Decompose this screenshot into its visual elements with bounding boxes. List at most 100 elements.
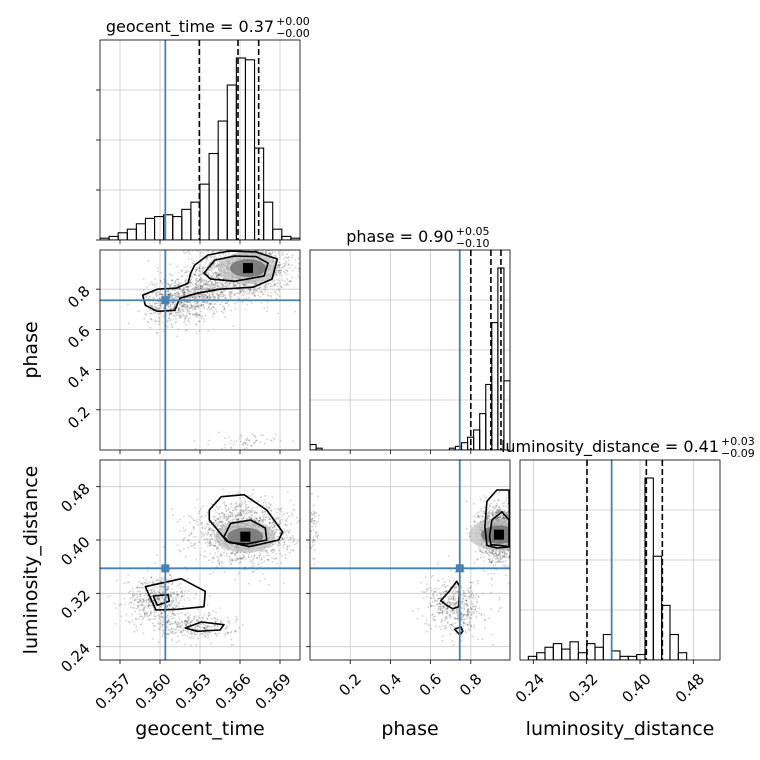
sample-point bbox=[144, 614, 146, 616]
sample-point bbox=[209, 269, 212, 272]
sample-point bbox=[273, 522, 275, 525]
sample-point bbox=[239, 291, 242, 294]
sample-point bbox=[196, 521, 198, 524]
sample-point bbox=[135, 618, 138, 621]
sample-point bbox=[272, 281, 274, 284]
sample-point bbox=[229, 295, 232, 298]
panel-title: phase = 0.90 bbox=[346, 227, 453, 246]
sample-point bbox=[225, 504, 228, 507]
sample-point bbox=[209, 538, 212, 541]
sample-point bbox=[291, 534, 294, 537]
sample-point bbox=[228, 492, 230, 494]
sample-point bbox=[183, 319, 186, 321]
sample-point bbox=[211, 293, 214, 296]
sample-point bbox=[228, 510, 231, 513]
sample-point bbox=[181, 312, 184, 315]
sample-point bbox=[174, 629, 177, 632]
sample-point bbox=[249, 559, 252, 561]
sample-point bbox=[284, 215, 286, 217]
sample-point bbox=[236, 292, 239, 294]
histogram-bar bbox=[117, 232, 128, 240]
sample-point bbox=[207, 611, 210, 614]
sample-point bbox=[150, 595, 153, 598]
sample-point bbox=[154, 278, 157, 281]
sample-point bbox=[250, 517, 252, 520]
sample-point bbox=[176, 335, 179, 338]
sample-point bbox=[199, 285, 202, 287]
sample-point bbox=[279, 263, 282, 266]
sample-point bbox=[226, 625, 229, 628]
sample-point bbox=[233, 294, 236, 296]
title-subscript: −0.00 bbox=[276, 27, 310, 40]
sample-point bbox=[207, 250, 210, 252]
sample-point bbox=[273, 284, 276, 287]
sample-point bbox=[292, 536, 295, 539]
sample-point bbox=[285, 534, 288, 536]
sample-point bbox=[515, 552, 517, 554]
sample-point bbox=[145, 313, 148, 316]
sample-point bbox=[273, 254, 275, 257]
sample-point bbox=[167, 621, 169, 624]
sample-point bbox=[291, 247, 293, 249]
sample-point bbox=[264, 286, 267, 289]
sample-point bbox=[281, 279, 284, 281]
sample-point bbox=[155, 291, 158, 294]
sample-point bbox=[172, 303, 175, 306]
sample-point bbox=[176, 278, 179, 281]
sample-point bbox=[214, 255, 216, 258]
sample-point bbox=[199, 293, 202, 296]
sample-point bbox=[198, 278, 201, 281]
sample-point bbox=[150, 589, 153, 592]
sample-point bbox=[247, 515, 250, 518]
sample-point bbox=[185, 620, 188, 623]
sample-point bbox=[181, 275, 184, 277]
sample-point bbox=[247, 509, 249, 512]
sample-point bbox=[216, 264, 219, 267]
sample-point bbox=[279, 272, 281, 275]
sample-point bbox=[178, 617, 181, 620]
sample-point bbox=[202, 301, 205, 303]
sample-point bbox=[149, 318, 152, 321]
sample-point bbox=[189, 281, 192, 284]
sample-point bbox=[282, 538, 285, 541]
sample-point bbox=[217, 619, 220, 621]
sample-point bbox=[217, 272, 220, 275]
sample-point bbox=[156, 332, 159, 335]
sample-point bbox=[217, 521, 220, 524]
sample-point bbox=[253, 291, 255, 294]
sample-point bbox=[203, 300, 205, 303]
sample-point bbox=[276, 282, 279, 285]
sample-point bbox=[194, 269, 197, 271]
sample-point bbox=[146, 594, 149, 597]
sample-point bbox=[177, 596, 180, 598]
sample-point bbox=[517, 558, 519, 560]
sample-point bbox=[254, 516, 256, 519]
sample-point bbox=[283, 265, 286, 267]
sample-point bbox=[213, 296, 216, 299]
sample-point bbox=[201, 315, 204, 317]
sample-point bbox=[280, 510, 283, 513]
sample-point bbox=[186, 285, 189, 288]
sample-point bbox=[259, 246, 261, 248]
sample-point bbox=[219, 291, 222, 294]
sample-point bbox=[179, 310, 182, 313]
sample-point bbox=[160, 618, 163, 621]
sample-point bbox=[201, 533, 203, 536]
sample-point bbox=[194, 297, 197, 300]
sample-point bbox=[235, 440, 238, 443]
sample-point bbox=[248, 288, 251, 291]
sample-point bbox=[171, 279, 173, 282]
sample-point bbox=[170, 594, 173, 596]
sample-point bbox=[228, 620, 231, 623]
sample-point bbox=[136, 604, 139, 607]
sample-point bbox=[311, 284, 313, 286]
sample-point bbox=[179, 590, 182, 593]
sample-point bbox=[252, 290, 255, 292]
sample-point bbox=[222, 514, 225, 517]
sample-point bbox=[278, 261, 281, 264]
sample-point bbox=[213, 303, 216, 306]
sample-point bbox=[239, 512, 242, 515]
sample-point bbox=[219, 621, 222, 624]
sample-point bbox=[161, 635, 164, 638]
sample-point bbox=[134, 599, 137, 601]
